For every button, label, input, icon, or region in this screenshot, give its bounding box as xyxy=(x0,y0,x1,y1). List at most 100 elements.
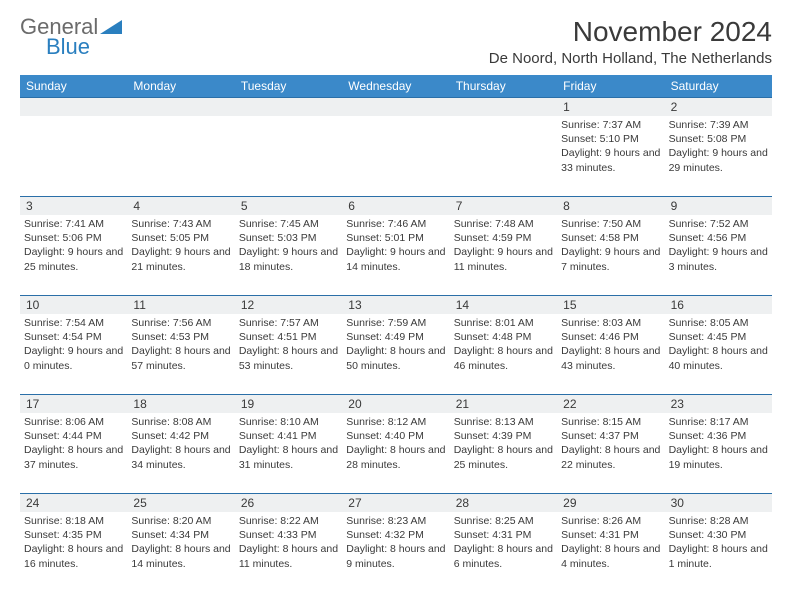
day-number xyxy=(235,98,342,116)
calendar-cell: Sunrise: 7:46 AMSunset: 5:01 PMDaylight:… xyxy=(342,215,449,295)
cell-line: Sunset: 4:35 PM xyxy=(24,528,123,542)
cell-content: Sunrise: 7:54 AMSunset: 4:54 PMDaylight:… xyxy=(24,316,123,373)
day-header: Thursday xyxy=(450,75,557,97)
day-number: 5 xyxy=(235,197,342,215)
day-number: 6 xyxy=(342,197,449,215)
calendar-cell: Sunrise: 7:41 AMSunset: 5:06 PMDaylight:… xyxy=(20,215,127,295)
content-row: Sunrise: 8:18 AMSunset: 4:35 PMDaylight:… xyxy=(20,512,772,592)
cell-line: Sunset: 4:32 PM xyxy=(346,528,445,542)
header: General Blue November 2024 De Noord, Nor… xyxy=(20,16,772,67)
cell-line: Sunrise: 7:52 AM xyxy=(669,217,768,231)
cell-line: Sunset: 4:36 PM xyxy=(669,429,768,443)
week: 10111213141516Sunrise: 7:54 AMSunset: 4:… xyxy=(20,295,772,394)
cell-content: Sunrise: 7:39 AMSunset: 5:08 PMDaylight:… xyxy=(669,118,768,175)
cell-line: Sunrise: 8:01 AM xyxy=(454,316,553,330)
cell-line: Daylight: 9 hours and 14 minutes. xyxy=(346,245,445,273)
cell-line: Daylight: 9 hours and 3 minutes. xyxy=(669,245,768,273)
cell-content: Sunrise: 7:37 AMSunset: 5:10 PMDaylight:… xyxy=(561,118,660,175)
cell-line: Sunrise: 7:41 AM xyxy=(24,217,123,231)
cell-line: Daylight: 8 hours and 14 minutes. xyxy=(131,542,230,570)
calendar-cell: Sunrise: 8:05 AMSunset: 4:45 PMDaylight:… xyxy=(665,314,772,394)
cell-content: Sunrise: 8:18 AMSunset: 4:35 PMDaylight:… xyxy=(24,514,123,571)
cell-line: Daylight: 8 hours and 25 minutes. xyxy=(454,443,553,471)
cell-line: Sunrise: 8:17 AM xyxy=(669,415,768,429)
day-number: 29 xyxy=(557,494,664,512)
day-number: 27 xyxy=(342,494,449,512)
cell-line: Sunset: 4:40 PM xyxy=(346,429,445,443)
cell-line: Sunset: 5:05 PM xyxy=(131,231,230,245)
cell-content: Sunrise: 8:23 AMSunset: 4:32 PMDaylight:… xyxy=(346,514,445,571)
calendar-cell: Sunrise: 7:48 AMSunset: 4:59 PMDaylight:… xyxy=(450,215,557,295)
calendar-cell: Sunrise: 7:54 AMSunset: 4:54 PMDaylight:… xyxy=(20,314,127,394)
cell-line: Sunrise: 7:37 AM xyxy=(561,118,660,132)
logo-triangle-icon xyxy=(100,16,122,38)
cell-line: Daylight: 9 hours and 18 minutes. xyxy=(239,245,338,273)
day-header: Wednesday xyxy=(342,75,449,97)
day-number: 13 xyxy=(342,296,449,314)
cell-content: Sunrise: 7:41 AMSunset: 5:06 PMDaylight:… xyxy=(24,217,123,274)
calendar-cell: Sunrise: 8:12 AMSunset: 4:40 PMDaylight:… xyxy=(342,413,449,493)
calendar-cell: Sunrise: 7:57 AMSunset: 4:51 PMDaylight:… xyxy=(235,314,342,394)
week: 17181920212223Sunrise: 8:06 AMSunset: 4:… xyxy=(20,394,772,493)
cell-line: Daylight: 8 hours and 43 minutes. xyxy=(561,344,660,372)
content-row: Sunrise: 8:06 AMSunset: 4:44 PMDaylight:… xyxy=(20,413,772,493)
cell-line: Sunset: 4:34 PM xyxy=(131,528,230,542)
daynum-row: 3456789 xyxy=(20,197,772,215)
cell-line: Sunrise: 8:28 AM xyxy=(669,514,768,528)
cell-line: Sunrise: 8:22 AM xyxy=(239,514,338,528)
cell-line: Daylight: 8 hours and 4 minutes. xyxy=(561,542,660,570)
day-header: Sunday xyxy=(20,75,127,97)
cell-content: Sunrise: 7:48 AMSunset: 4:59 PMDaylight:… xyxy=(454,217,553,274)
cell-line: Sunset: 4:30 PM xyxy=(669,528,768,542)
day-number: 7 xyxy=(450,197,557,215)
cell-content: Sunrise: 8:05 AMSunset: 4:45 PMDaylight:… xyxy=(669,316,768,373)
cell-line: Sunset: 4:59 PM xyxy=(454,231,553,245)
cell-line: Daylight: 9 hours and 25 minutes. xyxy=(24,245,123,273)
cell-line: Daylight: 8 hours and 37 minutes. xyxy=(24,443,123,471)
calendar-cell: Sunrise: 7:52 AMSunset: 4:56 PMDaylight:… xyxy=(665,215,772,295)
cell-line: Sunset: 5:10 PM xyxy=(561,132,660,146)
cell-line: Sunset: 4:39 PM xyxy=(454,429,553,443)
calendar-cell: Sunrise: 8:03 AMSunset: 4:46 PMDaylight:… xyxy=(557,314,664,394)
cell-line: Daylight: 8 hours and 53 minutes. xyxy=(239,344,338,372)
calendar-cell: Sunrise: 8:20 AMSunset: 4:34 PMDaylight:… xyxy=(127,512,234,592)
cell-line: Daylight: 8 hours and 1 minute. xyxy=(669,542,768,570)
calendar-cell: Sunrise: 7:56 AMSunset: 4:53 PMDaylight:… xyxy=(127,314,234,394)
day-number: 15 xyxy=(557,296,664,314)
cell-line: Sunset: 4:41 PM xyxy=(239,429,338,443)
cell-line: Sunset: 4:48 PM xyxy=(454,330,553,344)
calendar-cell: Sunrise: 8:25 AMSunset: 4:31 PMDaylight:… xyxy=(450,512,557,592)
day-number: 18 xyxy=(127,395,234,413)
day-number: 25 xyxy=(127,494,234,512)
cell-line: Sunrise: 7:45 AM xyxy=(239,217,338,231)
week: 12Sunrise: 7:37 AMSunset: 5:10 PMDayligh… xyxy=(20,97,772,196)
day-number xyxy=(450,98,557,116)
cell-line: Sunset: 4:46 PM xyxy=(561,330,660,344)
cell-line: Daylight: 8 hours and 9 minutes. xyxy=(346,542,445,570)
cell-content: Sunrise: 8:28 AMSunset: 4:30 PMDaylight:… xyxy=(669,514,768,571)
calendar-cell: Sunrise: 7:45 AMSunset: 5:03 PMDaylight:… xyxy=(235,215,342,295)
cell-content: Sunrise: 8:01 AMSunset: 4:48 PMDaylight:… xyxy=(454,316,553,373)
cell-line: Sunset: 5:08 PM xyxy=(669,132,768,146)
title-block: November 2024 De Noord, North Holland, T… xyxy=(489,16,772,67)
cell-content: Sunrise: 8:20 AMSunset: 4:34 PMDaylight:… xyxy=(131,514,230,571)
content-row: Sunrise: 7:54 AMSunset: 4:54 PMDaylight:… xyxy=(20,314,772,394)
cell-line: Sunset: 5:03 PM xyxy=(239,231,338,245)
cell-line: Daylight: 8 hours and 50 minutes. xyxy=(346,344,445,372)
calendar-cell: Sunrise: 8:28 AMSunset: 4:30 PMDaylight:… xyxy=(665,512,772,592)
cell-line: Sunrise: 8:26 AM xyxy=(561,514,660,528)
week: 3456789 Sunrise: 7:41 AMSunset: 5:06 PMDa… xyxy=(20,196,772,295)
cell-line: Daylight: 8 hours and 19 minutes. xyxy=(669,443,768,471)
calendar-cell xyxy=(342,116,449,196)
cell-line: Sunrise: 7:59 AM xyxy=(346,316,445,330)
calendar-cell: Sunrise: 7:43 AMSunset: 5:05 PMDaylight:… xyxy=(127,215,234,295)
cell-line: Sunset: 4:51 PM xyxy=(239,330,338,344)
calendar: Sunday Monday Tuesday Wednesday Thursday… xyxy=(20,75,772,592)
cell-line: Sunrise: 8:15 AM xyxy=(561,415,660,429)
cell-line: Sunrise: 8:20 AM xyxy=(131,514,230,528)
day-number: 23 xyxy=(665,395,772,413)
calendar-cell: Sunrise: 8:08 AMSunset: 4:42 PMDaylight:… xyxy=(127,413,234,493)
day-header: Friday xyxy=(557,75,664,97)
cell-line: Sunrise: 7:57 AM xyxy=(239,316,338,330)
day-number: 12 xyxy=(235,296,342,314)
